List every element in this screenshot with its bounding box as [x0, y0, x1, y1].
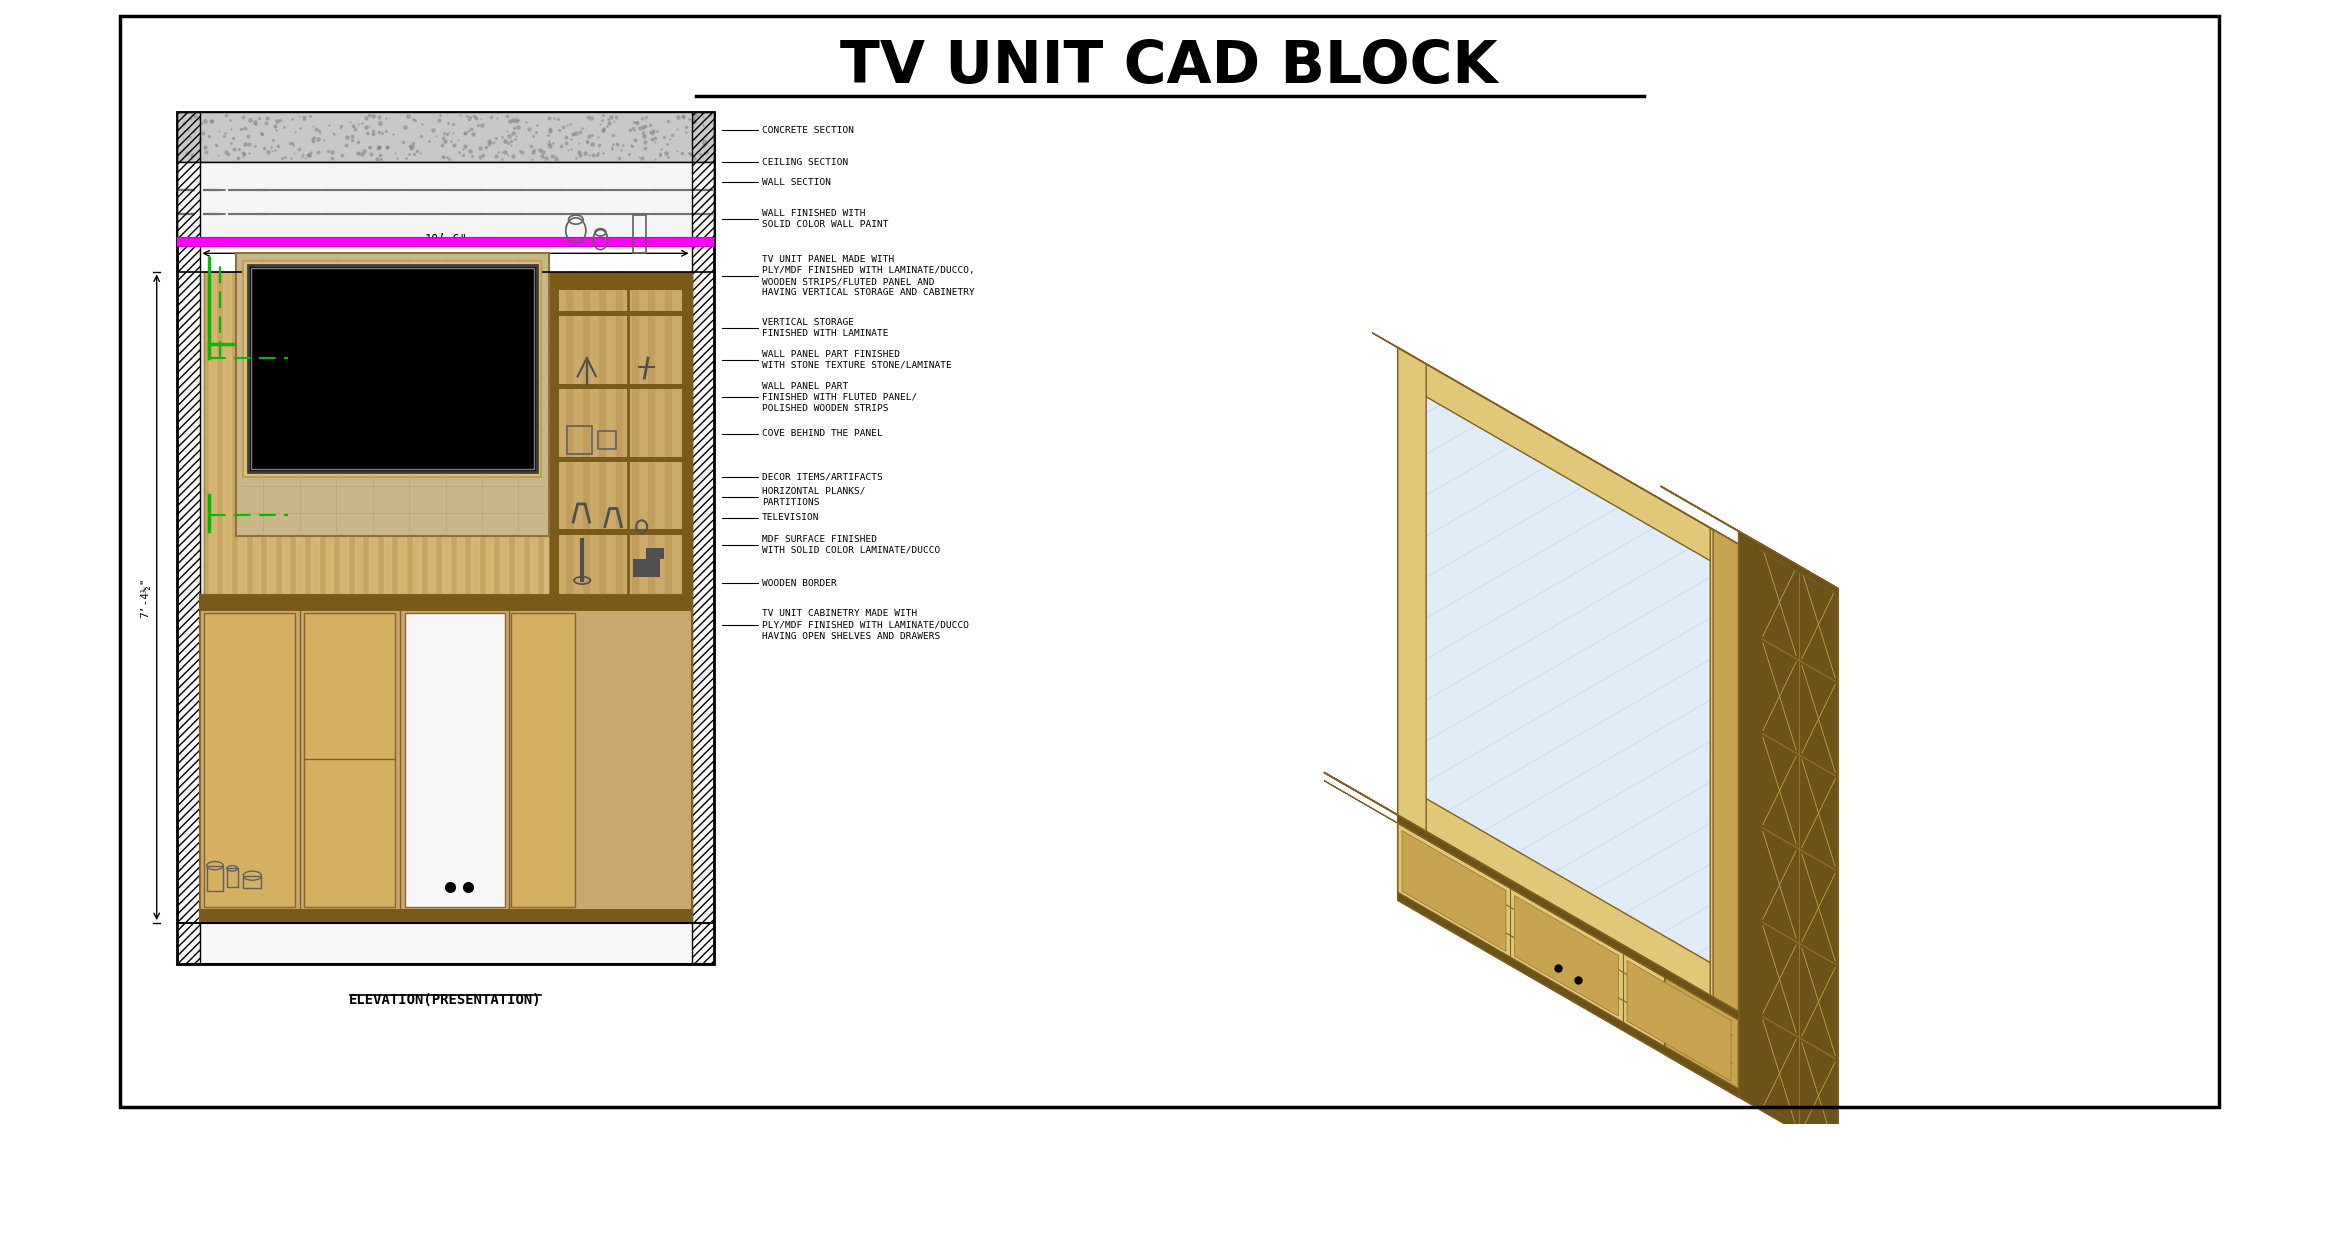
Text: TV UNIT CAD BLOCK: TV UNIT CAD BLOCK — [840, 38, 1497, 95]
Bar — [550, 271, 692, 290]
Bar — [178, 163, 713, 239]
Bar — [632, 559, 660, 577]
Text: WALL PANEL PART FINISHED
WITH STONE TEXTURE STONE/LAMINATE: WALL PANEL PART FINISHED WITH STONE TEXT… — [763, 350, 952, 370]
Polygon shape — [1759, 544, 1838, 596]
Bar — [178, 112, 199, 964]
Bar — [178, 237, 713, 247]
Polygon shape — [1399, 891, 1738, 1097]
Bar — [599, 432, 615, 449]
Text: VERTICAL STORAGE
FINISHED WITH LAMINATE: VERTICAL STORAGE FINISHED WITH LAMINATE — [763, 318, 889, 338]
Bar — [250, 268, 533, 470]
Text: WALL PANEL PART
FINISHED WITH FLUTED PANEL/
POLISHED WOODEN STRIPS: WALL PANEL PART FINISHED WITH FLUTED PAN… — [763, 382, 917, 413]
Polygon shape — [1759, 544, 1838, 1154]
Bar — [304, 613, 395, 906]
Polygon shape — [1710, 528, 1738, 1012]
Text: CEILING SECTION: CEILING SECTION — [763, 158, 849, 166]
Bar — [199, 596, 692, 612]
Bar — [405, 613, 505, 906]
Polygon shape — [1373, 333, 1738, 544]
Text: 10’-6": 10’-6" — [423, 233, 468, 247]
Bar — [178, 112, 713, 964]
Text: CONCRETE SECTION: CONCRETE SECTION — [763, 126, 854, 134]
Text: WALL FINISHED WITH
SOLID COLOR WALL PAINT: WALL FINISHED WITH SOLID COLOR WALL PAIN… — [763, 208, 889, 229]
Text: DECOR ITEMS/ARTIFACTS: DECOR ITEMS/ARTIFACTS — [763, 472, 882, 481]
Bar — [550, 529, 692, 535]
Bar — [243, 875, 262, 889]
Bar — [646, 547, 664, 559]
Bar — [550, 311, 692, 316]
Bar — [566, 427, 592, 454]
Bar — [550, 456, 692, 462]
Text: HORIZONTAL PLANKS/
PARTITIONS: HORIZONTAL PLANKS/ PARTITIONS — [763, 487, 865, 507]
Bar — [683, 271, 692, 596]
Bar — [199, 249, 692, 271]
Bar — [632, 215, 646, 253]
Text: TV UNIT CABINETRY MADE WITH
PLY/MDF FINISHED WITH LAMINATE/DUCCO
HAVING OPEN SHE: TV UNIT CABINETRY MADE WITH PLY/MDF FINI… — [763, 609, 968, 641]
Bar — [199, 910, 692, 924]
Bar — [203, 613, 295, 906]
Bar — [248, 265, 536, 472]
Polygon shape — [1738, 544, 1792, 1043]
Bar — [692, 112, 713, 964]
Bar — [227, 868, 239, 887]
Bar — [203, 271, 550, 596]
Polygon shape — [1399, 815, 1738, 1020]
Bar — [236, 253, 550, 536]
Text: TELEVISION: TELEVISION — [763, 513, 819, 522]
Bar — [178, 112, 713, 163]
Polygon shape — [1324, 780, 1738, 1020]
Polygon shape — [1399, 348, 1427, 831]
Text: ELEVATION(PRESENTATION): ELEVATION(PRESENTATION) — [349, 994, 543, 1007]
Bar — [199, 596, 692, 924]
Bar — [243, 260, 540, 477]
Bar — [550, 271, 692, 596]
Text: WALL SECTION: WALL SECTION — [763, 178, 830, 186]
Bar — [550, 383, 692, 390]
Polygon shape — [1324, 772, 1738, 1012]
Polygon shape — [1324, 772, 1738, 1012]
Text: 7’-4½": 7’-4½" — [140, 577, 150, 618]
Polygon shape — [1661, 486, 1838, 588]
Text: MDF SURFACE FINISHED
WITH SOLID COLOR LAMINATE/DUCCO: MDF SURFACE FINISHED WITH SOLID COLOR LA… — [763, 535, 940, 555]
Polygon shape — [1401, 831, 1506, 952]
Polygon shape — [1628, 961, 1731, 1081]
Text: COVE BEHIND THE PANEL: COVE BEHIND THE PANEL — [763, 429, 882, 438]
Bar — [206, 866, 222, 891]
Polygon shape — [1516, 895, 1619, 1016]
Polygon shape — [1399, 782, 1738, 1012]
Text: TV UNIT PANEL MADE WITH
PLY/MDF FINISHED WITH LAMINATE/DUCCO,
WOODEN STRIPS/FLUT: TV UNIT PANEL MADE WITH PLY/MDF FINISHED… — [763, 255, 975, 297]
Bar — [199, 271, 692, 596]
Polygon shape — [1399, 815, 1738, 1097]
Text: WOODEN BORDER: WOODEN BORDER — [763, 578, 837, 588]
Polygon shape — [1665, 969, 1738, 1097]
Bar — [550, 271, 559, 596]
Polygon shape — [1399, 348, 1738, 577]
Polygon shape — [1738, 531, 1838, 1154]
Polygon shape — [1399, 348, 1738, 1012]
Bar — [512, 613, 575, 906]
Polygon shape — [1712, 530, 1738, 1012]
Polygon shape — [1759, 1102, 1838, 1154]
